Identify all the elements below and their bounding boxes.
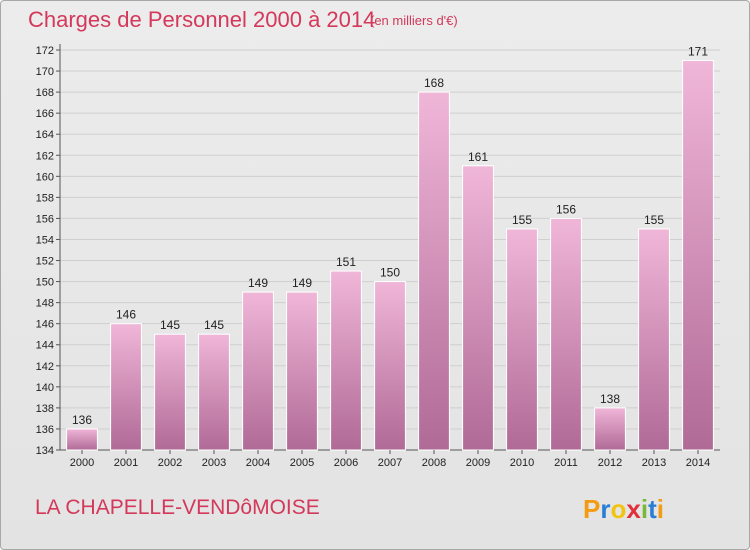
x-tick-label-2009: 2009 (466, 457, 490, 469)
data-label-2008: 168 (424, 76, 444, 90)
data-label-2014: 171 (688, 45, 708, 59)
bar-2012 (594, 407, 626, 451)
x-tick-label-2004: 2004 (246, 457, 270, 469)
y-tick-label: 140 (36, 382, 54, 394)
logo-letter: x (626, 494, 641, 524)
data-label-2006: 151 (336, 255, 356, 269)
bar-2005 (286, 291, 318, 451)
commune-name: LA CHAPELLE-VENDôMOISE (35, 496, 320, 519)
logo-letter: o (610, 494, 626, 524)
bar-2003 (198, 333, 230, 451)
logo-letter: t (648, 494, 657, 524)
logo-letter: P (583, 494, 600, 524)
y-tick-label: 146 (36, 319, 54, 331)
y-tick-label: 138 (36, 403, 54, 415)
data-label-2002: 145 (160, 318, 180, 332)
x-tick-label-2005: 2005 (290, 457, 314, 469)
bar-2013 (638, 228, 670, 451)
chart-title: Charges de Personnel 2000 à 2014 (28, 7, 375, 32)
x-tick-label-2008: 2008 (422, 457, 446, 469)
x-tick-label-2006: 2006 (334, 457, 358, 469)
bar-2002 (154, 333, 186, 451)
bar-2000 (66, 428, 98, 451)
chart-unit: (en milliers d'€) (370, 13, 458, 28)
y-tick-label: 172 (36, 45, 54, 57)
x-tick-label-2013: 2013 (642, 457, 666, 469)
x-tick-label-2000: 2000 (70, 457, 94, 469)
y-tick-label: 168 (36, 87, 54, 99)
x-tick-label-2010: 2010 (510, 457, 534, 469)
x-tick-label-2012: 2012 (598, 457, 622, 469)
x-tick-label-2001: 2001 (114, 457, 138, 469)
y-tick-labels: 134 136 138 140 142 144 146 148 150 152 154 156 158 1… (36, 45, 54, 457)
y-tick-label: 136 (36, 424, 54, 436)
y-tick-label: 160 (36, 171, 54, 183)
x-tick-label-2007: 2007 (378, 457, 402, 469)
data-label-2011: 156 (556, 202, 576, 216)
y-tick-label: 166 (36, 108, 54, 120)
y-tick-label: 150 (36, 277, 54, 289)
bar-2011 (550, 217, 582, 451)
data-label-2010: 155 (512, 213, 532, 227)
y-tick-label: 144 (36, 340, 54, 352)
logo-letter: i (641, 494, 648, 524)
bar-2014 (682, 60, 714, 451)
y-tick-label: 154 (36, 234, 54, 246)
y-tick-label: 158 (36, 192, 54, 204)
bar-2001 (110, 323, 142, 451)
y-tick-label: 148 (36, 298, 54, 310)
data-label-2009: 161 (468, 150, 488, 164)
data-label-2000: 136 (72, 413, 92, 427)
y-tick-label: 142 (36, 361, 54, 373)
x-tick-label-2002: 2002 (158, 457, 182, 469)
y-tick-label: 156 (36, 213, 54, 225)
bar-2004 (242, 291, 274, 451)
x-tick-label-2003: 2003 (202, 457, 226, 469)
bars (66, 60, 714, 451)
data-label-2004: 149 (248, 276, 268, 290)
bar-2007 (374, 281, 406, 451)
data-label-2001: 146 (116, 308, 136, 322)
bar-2009 (462, 165, 494, 451)
x-tick-label-2014: 2014 (686, 457, 710, 469)
y-tick-label: 162 (36, 150, 54, 162)
bar-2008 (418, 91, 450, 451)
bar-2006 (330, 270, 362, 451)
proxiti-logo[interactable]: Proxiti (583, 494, 664, 524)
data-labels: 136 146 145 145 149 149 151 150 168 161 155 156 138 1… (72, 45, 708, 427)
data-label-2012: 138 (600, 392, 620, 406)
logo-letter: i (657, 494, 664, 524)
x-tick-labels: 2000 2001 2002 2003 2004 2005 2006 2007 2008 2009… (70, 450, 710, 469)
logo-letter: r (600, 494, 610, 524)
x-tick-label-2011: 2011 (554, 457, 578, 469)
data-label-2013: 155 (644, 213, 664, 227)
data-label-2003: 145 (204, 318, 224, 332)
y-tick-label: 152 (36, 256, 54, 268)
data-label-2005: 149 (292, 276, 312, 290)
data-label-2007: 150 (380, 266, 400, 280)
y-tick-label: 170 (36, 66, 54, 78)
bar-2010 (506, 228, 538, 451)
y-tick-label: 134 (36, 445, 54, 457)
y-tick-label: 164 (36, 129, 54, 141)
